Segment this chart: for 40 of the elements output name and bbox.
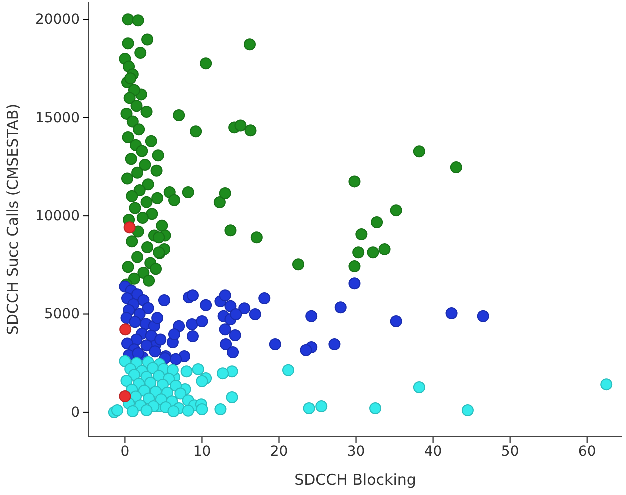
x-tick-label: 60: [578, 444, 596, 460]
point: [600, 378, 613, 391]
y-tick-label: 15000: [35, 110, 80, 126]
point: [174, 388, 187, 400]
point: [462, 404, 474, 416]
x-tick-label: 50: [501, 444, 520, 460]
point: [166, 364, 179, 376]
point: [124, 222, 136, 234]
point: [168, 405, 180, 418]
point: [119, 355, 132, 368]
point: [112, 404, 124, 416]
x-tick-label: 20: [270, 444, 288, 460]
x-tick-label: 0: [120, 444, 130, 460]
point: [120, 375, 133, 388]
y-tick-label: 20000: [35, 12, 80, 28]
point: [282, 364, 294, 376]
point: [226, 392, 238, 404]
x-tick-label: 10: [193, 444, 212, 460]
point: [192, 363, 204, 376]
x-tick-label: 30: [347, 444, 366, 460]
point: [217, 368, 230, 380]
point: [196, 404, 208, 416]
point: [214, 404, 227, 416]
point: [196, 375, 208, 388]
point: [182, 404, 194, 417]
y-tick-label: 10000: [35, 208, 80, 225]
point: [370, 402, 382, 415]
y-tick-label: 0: [71, 404, 80, 421]
point: [140, 404, 153, 416]
point: [120, 324, 132, 336]
point: [413, 382, 426, 394]
point: [119, 390, 132, 403]
y-tick-label: 5000: [44, 306, 80, 323]
point: [126, 405, 139, 418]
point: [316, 400, 328, 413]
x-axis-title: SDCCH Blocking: [294, 471, 416, 489]
point: [180, 366, 193, 378]
y-axis-title: SDCCH Succ Calls (CMSESTAB): [4, 104, 22, 336]
point: [303, 402, 316, 415]
x-tick-label: 40: [424, 444, 442, 460]
